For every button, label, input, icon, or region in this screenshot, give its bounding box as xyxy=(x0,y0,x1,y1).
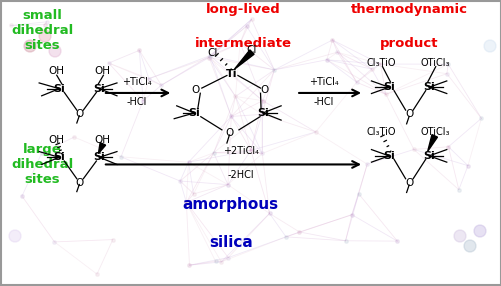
Text: O: O xyxy=(225,128,233,138)
Polygon shape xyxy=(98,143,105,154)
Text: Cl: Cl xyxy=(246,45,257,55)
Text: O: O xyxy=(260,85,268,95)
Text: Si: Si xyxy=(93,84,105,94)
Text: Si: Si xyxy=(382,151,394,161)
Text: O: O xyxy=(404,110,412,119)
Text: OTiCl₃: OTiCl₃ xyxy=(420,127,449,136)
Text: product: product xyxy=(379,37,437,50)
Text: OH: OH xyxy=(94,67,110,76)
Text: OH: OH xyxy=(94,135,110,145)
Text: Si: Si xyxy=(53,84,65,94)
Circle shape xyxy=(463,240,475,252)
Text: OH: OH xyxy=(49,67,65,76)
Text: O: O xyxy=(404,178,412,188)
Text: O: O xyxy=(75,110,83,119)
Text: OTiCl₃: OTiCl₃ xyxy=(420,58,449,68)
Text: Si: Si xyxy=(257,108,269,118)
Text: +2TiCl₄: +2TiCl₄ xyxy=(222,146,259,156)
Circle shape xyxy=(49,45,61,57)
Text: O: O xyxy=(75,178,83,188)
Circle shape xyxy=(483,40,495,52)
Polygon shape xyxy=(427,135,436,151)
Text: Cl: Cl xyxy=(207,48,217,58)
Circle shape xyxy=(24,40,36,52)
Text: large
dihedral
sites: large dihedral sites xyxy=(12,143,74,186)
Text: Ti: Ti xyxy=(226,69,237,79)
Text: long-lived: long-lived xyxy=(206,3,280,16)
Text: Si: Si xyxy=(382,82,394,92)
Text: Si: Si xyxy=(53,152,65,162)
Text: -HCl: -HCl xyxy=(313,97,333,107)
Text: Cl₃TiO: Cl₃TiO xyxy=(366,58,395,68)
Text: -HCl: -HCl xyxy=(126,97,146,107)
Text: thermodynamic: thermodynamic xyxy=(350,3,467,16)
Text: Si: Si xyxy=(422,82,434,92)
Circle shape xyxy=(39,30,51,42)
Text: Si: Si xyxy=(422,151,434,161)
Text: small
dihedral
sites: small dihedral sites xyxy=(12,9,74,51)
Text: Cl₃TiO: Cl₃TiO xyxy=(366,127,395,136)
Circle shape xyxy=(473,225,485,237)
Polygon shape xyxy=(234,50,254,69)
Text: -2HCl: -2HCl xyxy=(227,170,254,180)
Text: amorphous: amorphous xyxy=(182,197,279,212)
Text: intermediate: intermediate xyxy=(194,37,292,50)
Text: Si: Si xyxy=(188,108,200,118)
Circle shape xyxy=(9,230,21,242)
Text: +TiCl₄: +TiCl₄ xyxy=(121,77,151,87)
Circle shape xyxy=(453,230,465,242)
Text: O: O xyxy=(191,85,199,95)
Text: +TiCl₄: +TiCl₄ xyxy=(308,77,338,87)
Text: silica: silica xyxy=(208,235,253,249)
Text: OH: OH xyxy=(49,135,65,145)
Text: Si: Si xyxy=(93,152,105,162)
